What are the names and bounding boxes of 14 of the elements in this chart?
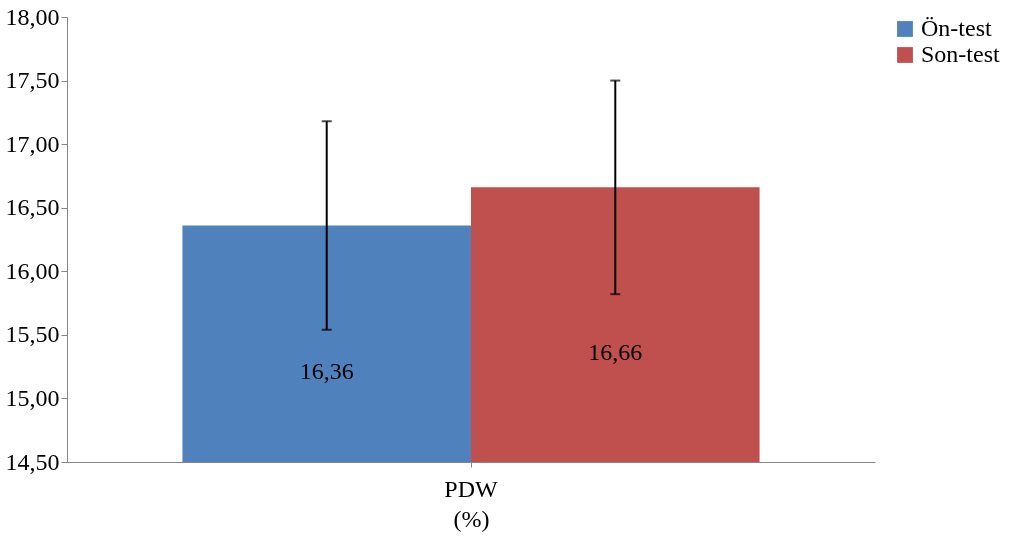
x-axis-title: (%) (453, 505, 490, 532)
legend-label: Ön-test (921, 15, 992, 41)
x-tick-label: PDW (444, 475, 499, 502)
y-tick-label: 15,00 (5, 384, 60, 411)
y-tick-label: 16,50 (5, 194, 60, 221)
data-label: 16,66 (588, 338, 643, 365)
y-tick-label: 17,00 (5, 130, 60, 157)
y-tick-label: 15,50 (5, 321, 60, 348)
y-tick-label: 16,00 (5, 257, 60, 284)
y-tick-label: 18,00 (5, 3, 60, 30)
y-tick-label: 17,50 (5, 67, 60, 94)
data-label: 16,36 (299, 357, 354, 384)
legend-label: Son-test (921, 41, 1000, 67)
y-tick-label: 14,50 (5, 448, 60, 475)
